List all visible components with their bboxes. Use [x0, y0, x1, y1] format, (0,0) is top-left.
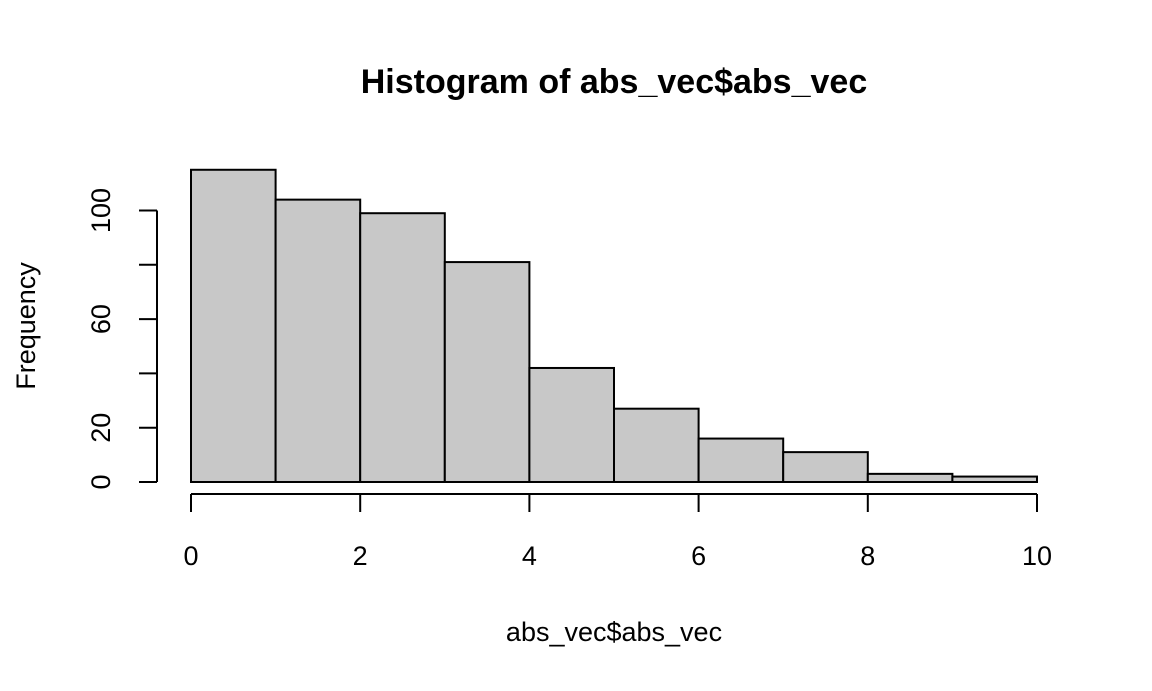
y-tick-label: 60	[86, 304, 116, 334]
bars-group	[190, 168, 1039, 484]
x-tick-label: 0	[183, 541, 198, 571]
histogram-bar	[613, 407, 700, 484]
x-tick-label: 2	[353, 541, 368, 571]
x-tick-label: 6	[691, 541, 706, 571]
x-tick-label: 4	[522, 541, 537, 571]
histogram-bar	[528, 366, 616, 483]
y-axis: 0 20 60 100	[86, 188, 158, 490]
histogram-bar	[866, 472, 954, 484]
histogram-bar	[782, 451, 869, 484]
histogram-bar	[274, 198, 362, 483]
y-axis-label: Frequency	[11, 262, 41, 390]
y-tick-label: 100	[86, 188, 116, 233]
histogram-bar	[951, 475, 1039, 484]
x-tick-label: 8	[860, 541, 875, 571]
chart-title: Histogram of abs_vec$abs_vec	[361, 63, 867, 101]
y-tick-label: 0	[86, 474, 116, 489]
histogram-bar	[190, 168, 277, 483]
x-axis: 0 2 4 6 8 10	[183, 493, 1052, 571]
histogram-bar	[359, 212, 446, 483]
y-tick-label: 20	[86, 413, 116, 443]
x-axis-label: abs_vec$abs_vec	[506, 617, 722, 647]
histogram-bar	[443, 261, 531, 483]
histogram-bar	[697, 437, 785, 483]
x-tick-label: 10	[1022, 541, 1052, 571]
